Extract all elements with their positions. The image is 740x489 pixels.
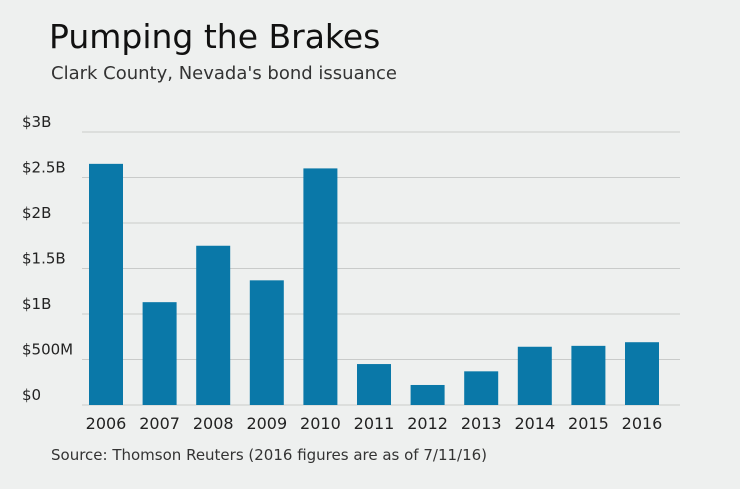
bar-2011 xyxy=(357,364,391,405)
bar-2010 xyxy=(303,168,338,405)
y-tick-label: $1B xyxy=(22,295,51,313)
x-tick-label: 2013 xyxy=(461,414,502,433)
y-tick-label: $2B xyxy=(22,204,51,222)
x-axis-tick-labels: 2006 2007 2008 2009 2010 2011 2012 2013 2014 2015… xyxy=(86,414,663,433)
chart-subtitle: Clark County, Nevada's bond issuance xyxy=(51,63,397,84)
y-tick-label: $500M xyxy=(22,341,73,359)
bar-2009 xyxy=(249,280,284,405)
chart-title: Pumping the Brakes xyxy=(49,17,381,56)
y-tick-label: $0 xyxy=(22,386,41,404)
x-tick-label: 2007 xyxy=(139,414,180,433)
bar-2012 xyxy=(410,384,445,405)
x-tick-label: 2016 xyxy=(622,414,663,433)
y-axis-tick-labels: $0 $500M $1B $1.5B $2B $2.5B $3B xyxy=(22,113,73,404)
bar-2016 xyxy=(625,342,659,405)
x-tick-label: 2011 xyxy=(354,414,395,433)
bars xyxy=(89,163,659,405)
bar-2006 xyxy=(89,163,123,405)
y-tick-label: $1.5B xyxy=(22,250,66,268)
y-tick-label: $3B xyxy=(22,113,51,131)
bar-2008 xyxy=(196,245,231,405)
y-tick-label: $2.5B xyxy=(22,159,66,177)
chart-source-note: Source: Thomson Reuters (2016 figures ar… xyxy=(51,446,488,464)
x-tick-label: 2009 xyxy=(246,414,287,433)
bar-2007 xyxy=(142,302,177,405)
x-tick-label: 2010 xyxy=(300,414,341,433)
bar-2014 xyxy=(517,346,552,405)
x-tick-label: 2015 xyxy=(568,414,609,433)
bar-2013 xyxy=(464,371,499,405)
x-tick-label: 2014 xyxy=(514,414,555,433)
bar-2015 xyxy=(571,345,606,405)
x-tick-label: 2012 xyxy=(407,414,448,433)
x-tick-label: 2006 xyxy=(86,414,127,433)
x-tick-label: 2008 xyxy=(193,414,234,433)
